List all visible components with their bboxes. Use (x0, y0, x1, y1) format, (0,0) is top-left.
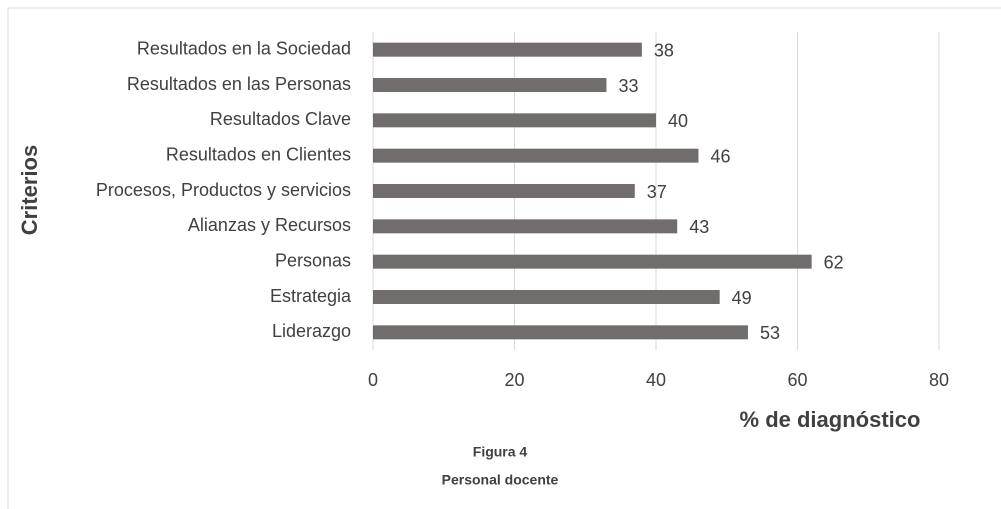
y-tick-label: Resultados en Clientes (166, 144, 351, 164)
y-tick-label: Procesos, Productos y servicios (96, 180, 351, 200)
bar (373, 78, 607, 92)
bar (373, 184, 635, 198)
value-label: 49 (732, 288, 752, 308)
bar (373, 290, 720, 304)
y-tick-label: Resultados Clave (210, 109, 351, 129)
x-tick-label: 0 (368, 370, 378, 390)
x-axis-title: % de diagnóstico (740, 407, 921, 432)
y-tick-label: Alianzas y Recursos (188, 215, 351, 235)
bar (373, 148, 699, 163)
value-label: 43 (689, 217, 709, 237)
x-tick-label: 20 (504, 370, 524, 390)
y-tick-label: Resultados en las Personas (127, 74, 351, 94)
bar (373, 113, 656, 128)
bar (373, 219, 678, 234)
value-label: 37 (647, 182, 667, 202)
bar (373, 42, 642, 57)
value-label: 46 (710, 146, 730, 166)
caption-line: Figura 4 (473, 444, 528, 460)
value-label: 53 (760, 323, 780, 343)
y-tick-label: Personas (275, 250, 351, 270)
x-tick-label: 40 (646, 370, 666, 390)
x-tick-label: 60 (787, 370, 807, 390)
bar (373, 254, 812, 269)
value-label: 38 (654, 40, 674, 60)
value-label: 40 (668, 111, 688, 131)
x-tick-label: 80 (929, 370, 949, 390)
value-label: 33 (618, 76, 638, 96)
value-label: 62 (824, 252, 844, 272)
caption-line: Personal docente (442, 472, 559, 488)
bar (373, 325, 748, 340)
y-tick-label: Estrategia (270, 286, 352, 306)
y-tick-label: Liderazgo (272, 321, 351, 341)
y-axis-title: Criterios (17, 145, 42, 235)
y-tick-label: Resultados en la Sociedad (137, 38, 351, 58)
